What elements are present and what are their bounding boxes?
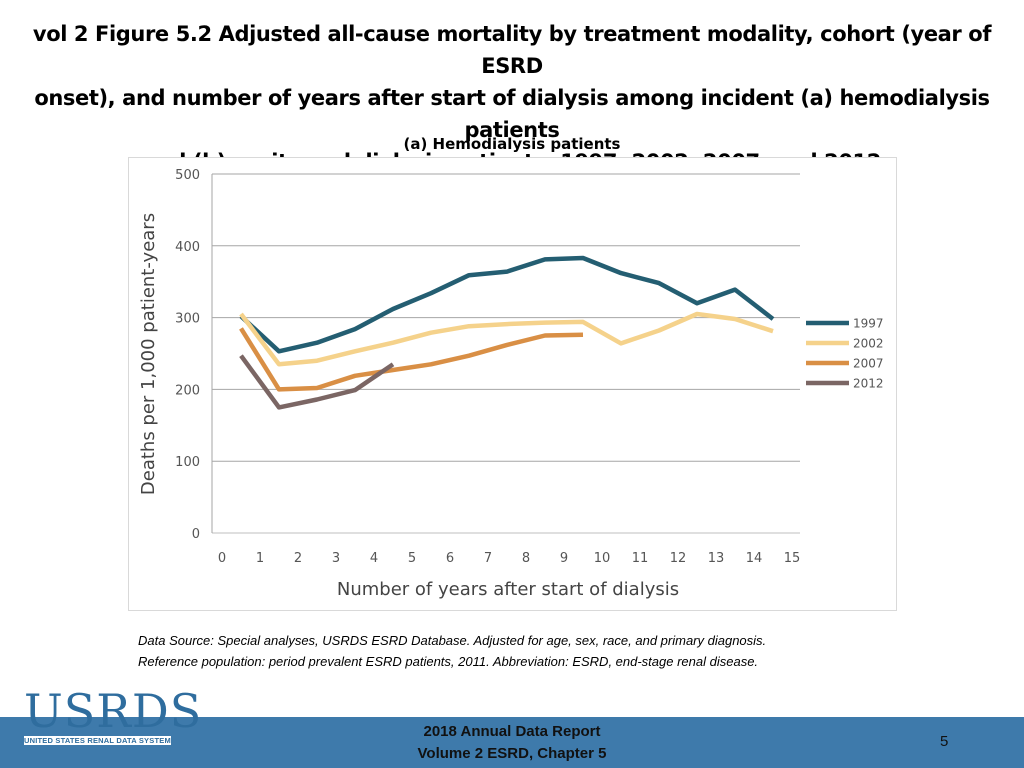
footer-line-1: 2018 Annual Data Report bbox=[423, 723, 601, 740]
series-line-1997 bbox=[239, 255, 775, 354]
usrds-logo: USRDS UNITED STATES RENAL DATA SYSTEM bbox=[24, 688, 201, 748]
y-tick-label-300: 300 bbox=[175, 312, 200, 327]
data-source-line-2: Reference population: period prevalent E… bbox=[138, 654, 759, 669]
logo-subtext: UNITED STATES RENAL DATA SYSTEM bbox=[24, 736, 171, 745]
footer-line-2: Volume 2 ESRD, Chapter 5 bbox=[417, 745, 607, 762]
x-tick-label-15: 15 bbox=[784, 551, 801, 566]
x-axis-label: Number of years after start of dialysis bbox=[337, 579, 679, 600]
legend-label-1997: 1997 bbox=[853, 317, 884, 331]
data-source-line-1: Data Source: Special analyses, USRDS ESR… bbox=[138, 633, 767, 648]
x-tick-label-2: 2 bbox=[294, 551, 302, 566]
y-tick-label-0: 0 bbox=[192, 527, 200, 542]
chart-panel bbox=[128, 157, 897, 611]
x-tick-label-9: 9 bbox=[560, 551, 568, 566]
legend-label-2002: 2002 bbox=[853, 337, 884, 351]
page-number: 5 bbox=[940, 733, 949, 750]
x-tick-label-5: 5 bbox=[408, 551, 416, 566]
x-tick-label-11: 11 bbox=[632, 551, 649, 566]
x-tick-label-8: 8 bbox=[522, 551, 530, 566]
x-tick-label-1: 1 bbox=[256, 551, 264, 566]
x-tick-label-13: 13 bbox=[708, 551, 725, 566]
legend-label-2012: 2012 bbox=[853, 377, 884, 391]
y-tick-label-400: 400 bbox=[175, 240, 200, 255]
x-tick-label-10: 10 bbox=[594, 551, 611, 566]
x-tick-label-6: 6 bbox=[446, 551, 454, 566]
x-tick-label-4: 4 bbox=[370, 551, 378, 566]
legend-label-2007: 2007 bbox=[853, 357, 884, 371]
series-line-2007 bbox=[239, 327, 584, 392]
x-tick-label-12: 12 bbox=[670, 551, 687, 566]
series-line-2002 bbox=[239, 311, 774, 367]
footer-report-info: 2018 Annual Data Report Volume 2 ESRD, C… bbox=[0, 721, 1024, 765]
x-tick-label-14: 14 bbox=[746, 551, 763, 566]
slide-title-line-1: vol 2 Figure 5.2 Adjusted all-cause mort… bbox=[32, 22, 992, 78]
y-tick-label-200: 200 bbox=[175, 383, 200, 398]
x-tick-label-3: 3 bbox=[332, 551, 340, 566]
slide-title-line-2: onset), and number of years after start … bbox=[34, 86, 990, 142]
y-tick-label-500: 500 bbox=[175, 168, 200, 183]
chart-title: (a) Hemodialysis patients bbox=[403, 135, 621, 153]
y-axis-label: Deaths per 1,000 patient-years bbox=[138, 213, 159, 495]
x-tick-label-7: 7 bbox=[484, 551, 492, 566]
data-source-note: Data Source: Special analyses, USRDS ESR… bbox=[138, 630, 766, 672]
series-line-2012 bbox=[239, 354, 395, 410]
logo-text: USRDS bbox=[24, 684, 203, 738]
y-tick-label-100: 100 bbox=[175, 455, 200, 470]
x-tick-label-0: 0 bbox=[218, 551, 226, 566]
